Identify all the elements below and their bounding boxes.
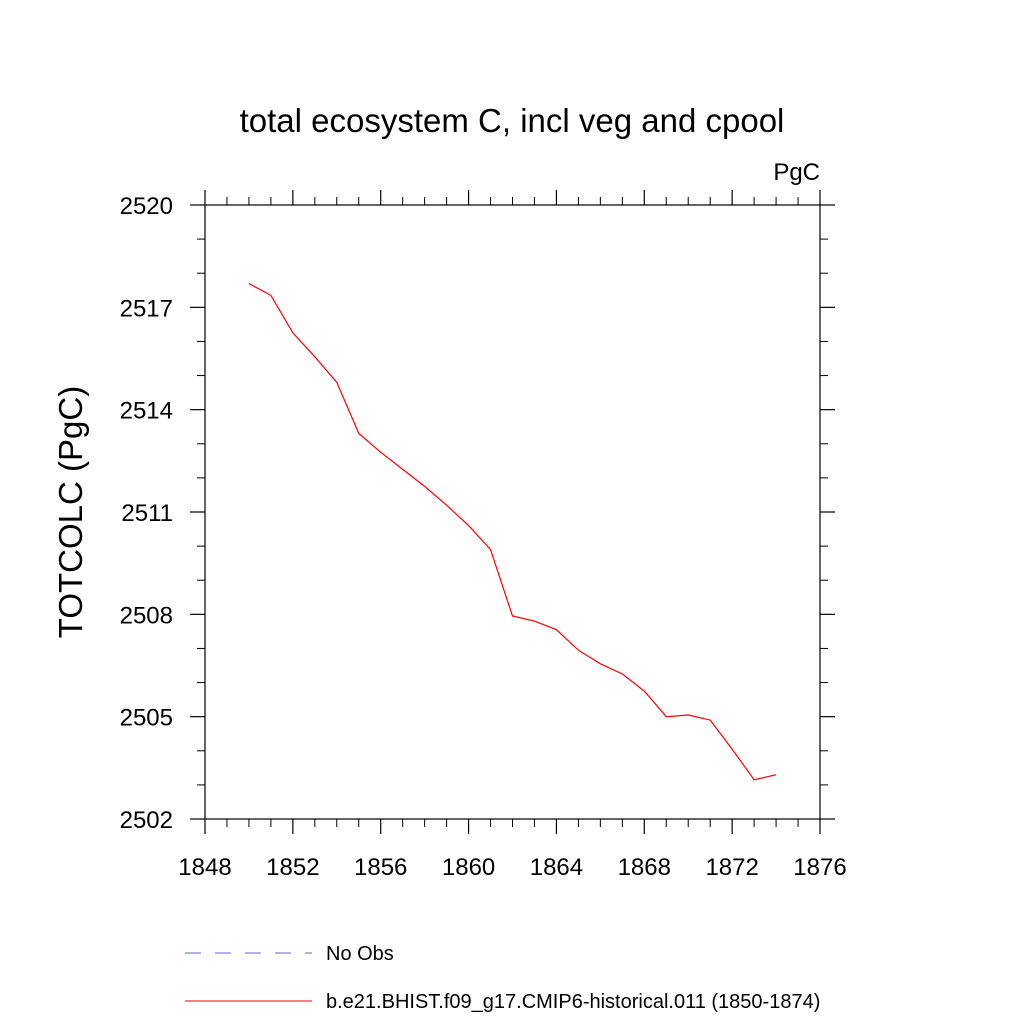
y-tick-label: 2517: [120, 295, 173, 322]
y-tick-label: 2505: [120, 705, 173, 732]
x-tick-label: 1856: [354, 854, 407, 881]
series-lines: [248, 282, 777, 781]
y-axis-label: TOTCOLC (PgC): [52, 386, 89, 638]
legend-label: No Obs: [326, 943, 394, 965]
series-line: [248, 282, 777, 781]
y-tick-label: 2511: [121, 500, 173, 527]
x-tick-label: 1864: [530, 854, 583, 881]
x-tick-label: 1852: [266, 854, 319, 881]
chart-title: total ecosystem C, incl veg and cpool: [240, 102, 785, 139]
y-tick-label: 2520: [120, 193, 173, 220]
legend-label: b.e21.BHIST.f09_g17.CMIP6-historical.011…: [326, 991, 820, 1013]
x-tick-label: 1876: [793, 854, 846, 881]
y-tick-label: 2502: [120, 807, 173, 834]
units-label: PgC: [773, 159, 820, 186]
y-tick-label: 2508: [120, 602, 173, 629]
x-tick-label: 1860: [442, 854, 495, 881]
x-tick-label: 1872: [705, 854, 758, 881]
legend: No Obs b.e21.BHIST.f09_g17.CMIP6-historic…: [185, 943, 820, 1013]
y-tick-label: 2514: [120, 398, 173, 425]
plot-frame: [204, 204, 821, 820]
axis-ticks: 1848 1852 1856 1860 1864 1868 1872 1876 2502 2505…: [120, 190, 847, 881]
x-tick-label: 1848: [178, 854, 231, 881]
x-tick-label: 1868: [618, 854, 671, 881]
